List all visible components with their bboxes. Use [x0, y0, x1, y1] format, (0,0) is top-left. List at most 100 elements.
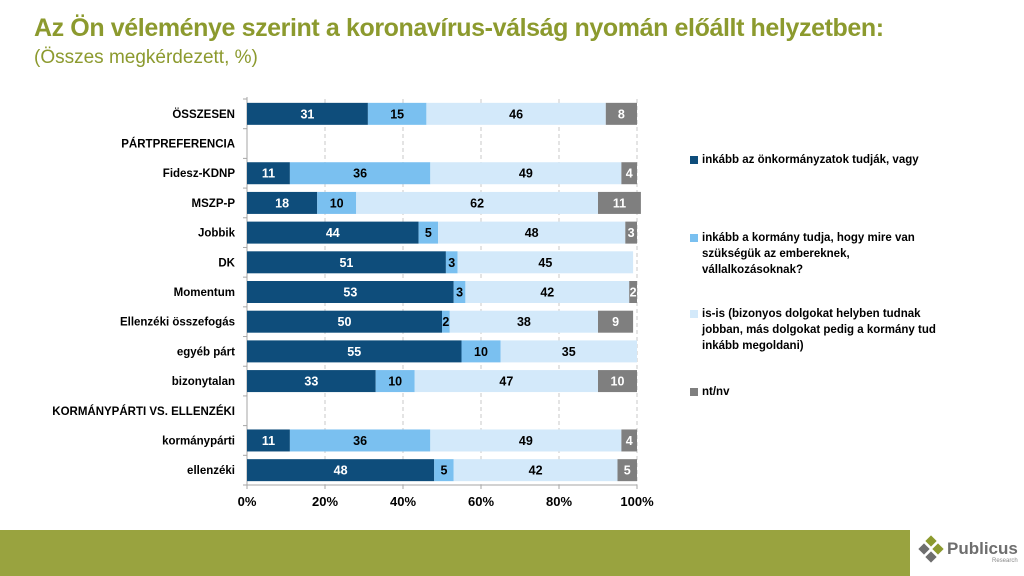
data-label: 48	[334, 464, 348, 478]
bar-segment	[598, 370, 637, 393]
data-label: 31	[300, 107, 314, 121]
legend-item-kormany: inkább a kormány tudja, hogy mire van sz…	[690, 230, 990, 278]
bar-segment	[445, 251, 458, 274]
legend-item-is-is: is-is (bizonyos dolgokat helyben tudnak …	[690, 306, 990, 354]
bar-segment	[426, 102, 606, 125]
data-label: 10	[474, 345, 488, 359]
bar-segment	[453, 281, 466, 303]
bar-segment	[247, 162, 290, 185]
data-label: 36	[353, 434, 367, 448]
bar-segment	[289, 429, 431, 452]
bar-segment	[247, 429, 290, 452]
bar-segment	[598, 310, 634, 333]
footer-band	[0, 530, 910, 576]
bar-segment	[247, 310, 442, 333]
category-label: PÁRTPREFERENCIA	[121, 138, 235, 151]
bar-segment	[247, 221, 419, 244]
bar-segment	[289, 162, 431, 185]
data-label: 4	[626, 167, 633, 181]
data-label: 3	[456, 286, 463, 300]
data-label: 62	[470, 196, 484, 210]
bar-segment	[247, 102, 368, 125]
legend-swatch	[690, 388, 698, 396]
data-label: 36	[353, 167, 367, 181]
data-label: 47	[499, 375, 513, 389]
bar-segment	[414, 370, 598, 393]
bar-segment	[317, 191, 357, 214]
bar-segment	[449, 310, 598, 333]
data-label: 42	[529, 464, 543, 478]
category-label: Ellenzéki összefogás	[120, 317, 235, 329]
data-label: 45	[538, 256, 552, 270]
bar-segment	[621, 162, 637, 185]
data-label: 49	[519, 167, 533, 181]
bar-segment	[465, 281, 630, 303]
bar-segment	[356, 191, 598, 214]
data-label: 46	[509, 107, 523, 121]
data-label: 10	[330, 196, 344, 210]
data-label: 9	[612, 315, 619, 329]
bar-segment	[457, 251, 634, 274]
data-label: 15	[390, 107, 404, 121]
bar-segment	[375, 370, 415, 393]
legend-label: inkább az önkormányzatok tudják, vagy	[702, 154, 919, 166]
bar-segment	[453, 459, 618, 482]
category-label: MSZP-P	[192, 198, 236, 210]
data-label: 11	[262, 434, 275, 448]
legend-swatch	[690, 156, 698, 164]
bar-segment	[605, 102, 637, 125]
bar-segment	[442, 310, 450, 333]
category-label: DK	[218, 257, 235, 269]
bar-segment	[247, 191, 318, 214]
data-label: 5	[624, 464, 631, 478]
legend-swatch	[690, 310, 698, 318]
data-label: 5	[425, 226, 432, 240]
category-label: bizonytalan	[172, 376, 235, 388]
chart-title: Az Ön véleménye szerint a koronavírus-vá…	[34, 14, 884, 42]
data-label: 10	[611, 375, 625, 389]
legend-label: is-is (bizonyos dolgokat helyben tudnak …	[702, 308, 936, 352]
publicus-logo: Publicus	[918, 535, 1018, 563]
data-label: 49	[519, 434, 533, 448]
data-label: 3	[628, 226, 635, 240]
data-label: 4	[626, 434, 633, 448]
data-label: 11	[262, 167, 275, 181]
data-label: 2	[442, 315, 449, 329]
legend-label: nt/nv	[702, 386, 730, 398]
data-label: 10	[388, 375, 402, 389]
bar-segment	[438, 221, 626, 244]
legend-item-onkormanyzat: inkább az önkormányzatok tudják, vagy	[690, 152, 990, 168]
bar-segment	[247, 459, 435, 482]
data-label: 51	[339, 256, 353, 270]
bar-segment	[500, 340, 637, 363]
logo-diamonds-icon	[918, 535, 944, 563]
x-tick-label: 100%	[620, 494, 654, 509]
data-label: 3	[448, 256, 455, 270]
category-label: Momentum	[174, 287, 235, 299]
bar-segment	[367, 102, 427, 125]
x-tick-label: 60%	[468, 494, 494, 509]
data-label: 44	[326, 226, 340, 240]
data-label: 50	[338, 315, 352, 329]
x-tick-label: 80%	[546, 494, 572, 509]
bar-segment	[629, 281, 637, 303]
data-label: 8	[618, 107, 625, 121]
bar-segment	[461, 340, 501, 363]
logo-name: Publicus	[947, 539, 1018, 558]
legend-swatch	[690, 234, 698, 242]
bar-segment	[247, 251, 446, 274]
category-label: ÖSSZESEN	[172, 108, 235, 121]
bar-segment	[430, 429, 622, 452]
category-label: KORMÁNYPÁRTI VS. ELLENZÉKI	[52, 405, 235, 418]
data-label: 33	[304, 375, 318, 389]
legend-item-ntnv: nt/nv	[690, 384, 990, 400]
chart-subtitle: (Összes megkérdezett, %)	[34, 47, 258, 68]
category-label: ellenzéki	[187, 465, 235, 477]
x-tick-label: 0%	[238, 494, 257, 509]
category-label: Fidesz-KDNP	[163, 168, 236, 180]
data-label: 5	[440, 464, 447, 478]
bar-segment	[418, 221, 439, 244]
bar-segment	[247, 340, 462, 363]
bar-segment	[625, 221, 637, 244]
stacked-bar-chart: 0% 20% 40% 60% 80% 100%ÖSSZESEN 31 15 46 8PÁRTPRE…	[52, 97, 654, 509]
